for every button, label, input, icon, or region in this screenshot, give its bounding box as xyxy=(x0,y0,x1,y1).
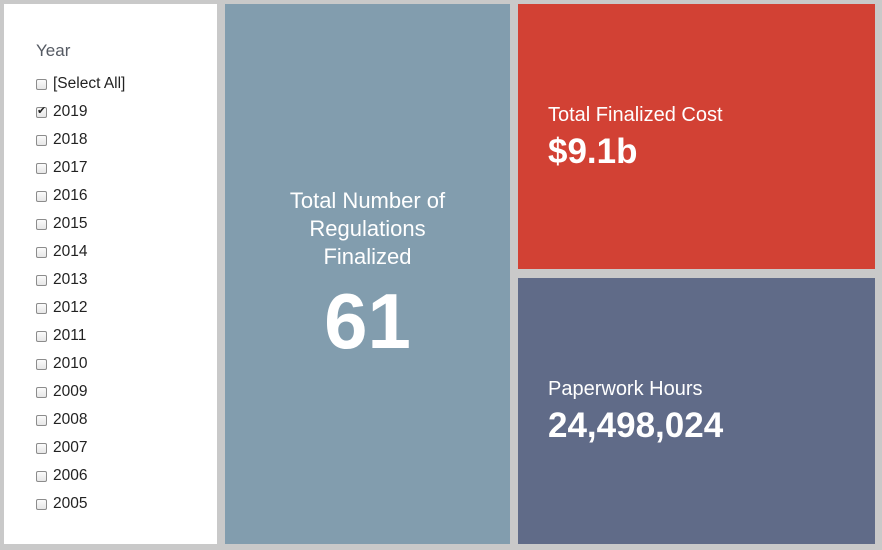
year-option-label: 2006 xyxy=(53,467,88,484)
cost-value: $9.1b xyxy=(548,132,638,171)
year-option-label: 2018 xyxy=(53,131,88,148)
year-option-label: 2019 xyxy=(53,103,88,120)
year-option[interactable]: 2010 xyxy=(36,350,125,378)
year-option[interactable]: 2008 xyxy=(36,406,125,434)
hours-label: Paperwork Hours xyxy=(548,378,703,400)
year-option-label: 2012 xyxy=(53,299,88,316)
checkbox[interactable] xyxy=(36,134,47,146)
year-option-label: 2017 xyxy=(53,159,88,176)
year-option-label: 2016 xyxy=(53,187,88,204)
year-option[interactable]: [Select All] xyxy=(36,70,125,98)
year-option-label: [Select All] xyxy=(53,75,126,92)
hours-kpi-tile: Paperwork Hours 24,498,024 xyxy=(518,278,875,544)
checkbox[interactable] xyxy=(36,78,47,90)
checkbox[interactable] xyxy=(36,162,47,174)
year-option[interactable]: 2017 xyxy=(36,154,125,182)
year-option[interactable]: 2018 xyxy=(36,126,125,154)
year-option[interactable]: 2014 xyxy=(36,238,125,266)
checkbox[interactable] xyxy=(36,218,47,230)
regulations-value: 61 xyxy=(324,277,411,365)
year-option-label: 2015 xyxy=(53,215,88,232)
checkbox[interactable] xyxy=(36,302,47,314)
year-option[interactable]: 2019 xyxy=(36,98,125,126)
year-option[interactable]: 2016 xyxy=(36,182,125,210)
checkbox[interactable] xyxy=(36,358,47,370)
checkbox[interactable] xyxy=(36,442,47,454)
checkbox[interactable] xyxy=(36,386,47,398)
cost-label: Total Finalized Cost xyxy=(548,104,723,126)
year-filter-list: [Select All] 2019 2018 2017 2016 2015 20… xyxy=(36,70,125,518)
checkbox[interactable] xyxy=(36,274,47,286)
regulations-kpi-tile: Total Number of Regulations Finalized 61 xyxy=(225,4,510,544)
year-option-label: 2010 xyxy=(53,355,88,372)
year-filter-panel: Year [Select All] 2019 2018 2017 2016 20… xyxy=(4,4,217,544)
year-option[interactable]: 2013 xyxy=(36,266,125,294)
regulations-label: Total Number of Regulations Finalized xyxy=(289,188,446,269)
hours-value: 24,498,024 xyxy=(548,406,724,445)
year-option-label: 2009 xyxy=(53,383,88,400)
year-option-label: 2007 xyxy=(53,439,88,456)
checkbox[interactable] xyxy=(36,498,47,510)
checkbox[interactable] xyxy=(36,104,47,118)
year-filter-title: Year xyxy=(36,41,71,60)
year-option[interactable]: 2011 xyxy=(36,322,125,350)
year-option[interactable]: 2009 xyxy=(36,378,125,406)
year-option[interactable]: 2007 xyxy=(36,434,125,462)
year-option-label: 2013 xyxy=(53,271,88,288)
year-option[interactable]: 2006 xyxy=(36,462,125,490)
year-option[interactable]: 2012 xyxy=(36,294,125,322)
cost-kpi-tile: Total Finalized Cost $9.1b xyxy=(518,4,875,269)
year-option-label: 2008 xyxy=(53,411,88,428)
year-option[interactable]: 2005 xyxy=(36,490,125,518)
year-option[interactable]: 2015 xyxy=(36,210,125,238)
checkbox[interactable] xyxy=(36,414,47,426)
checkbox[interactable] xyxy=(36,330,47,342)
year-option-label: 2014 xyxy=(53,243,88,260)
year-option-label: 2011 xyxy=(53,327,87,344)
year-option-label: 2005 xyxy=(53,495,88,512)
checkbox[interactable] xyxy=(36,470,47,482)
checkbox[interactable] xyxy=(36,246,47,258)
checkbox[interactable] xyxy=(36,190,47,202)
